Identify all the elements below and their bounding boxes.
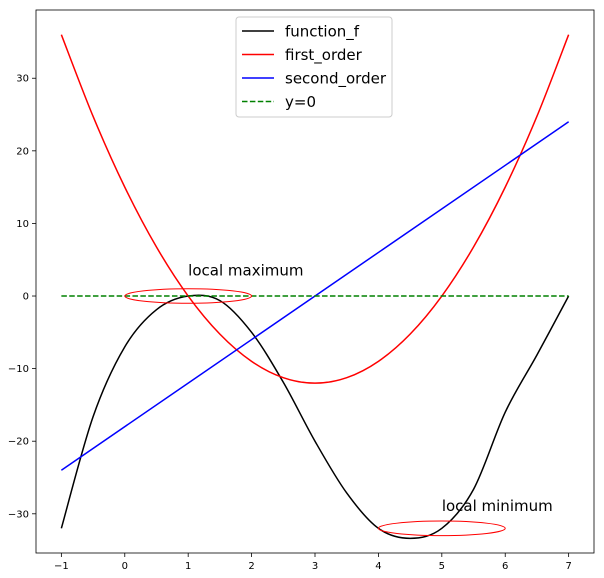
x-tick-label: 1	[185, 561, 191, 572]
y-tick-label: −30	[8, 509, 29, 520]
annotation-label-2: local minimum	[442, 497, 553, 515]
x-tick-label: 4	[375, 561, 381, 572]
legend-label: second_order	[285, 70, 387, 89]
series-line-first-order	[60, 34, 570, 384]
legend-label: function_f	[285, 23, 360, 42]
x-tick-label: 5	[439, 561, 445, 572]
y-tick-label: 20	[16, 146, 29, 157]
annotations: local maximum local minimum	[124, 262, 553, 537]
y-tick-label: 0	[23, 292, 29, 303]
x-tick-label: 3	[312, 561, 318, 572]
series-layer	[60, 34, 570, 540]
y-tick-label: −20	[8, 437, 29, 448]
y-tick-label: 10	[16, 219, 29, 230]
x-tick-label: 0	[122, 561, 128, 572]
legend-items: function_f first_order second_order y=0	[242, 23, 387, 111]
legend: function_f first_order second_order y=0	[235, 16, 393, 118]
annotation-ellipse-2	[377, 520, 506, 537]
y-tick-label: −10	[8, 364, 29, 375]
legend-label: y=0	[285, 93, 316, 111]
annotation-label-1: local maximum	[188, 262, 303, 280]
x-tick-label: 6	[502, 561, 508, 572]
x-tick-label: 2	[248, 561, 254, 572]
legend-label: first_order	[285, 46, 363, 65]
legend-box	[235, 16, 393, 118]
series-line-function-f	[60, 294, 570, 540]
x-tick-label: −1	[54, 561, 69, 572]
x-tick-label: 7	[565, 561, 571, 572]
y-tick-label: 30	[16, 74, 29, 85]
annotation-ellipse-1	[124, 288, 253, 304]
